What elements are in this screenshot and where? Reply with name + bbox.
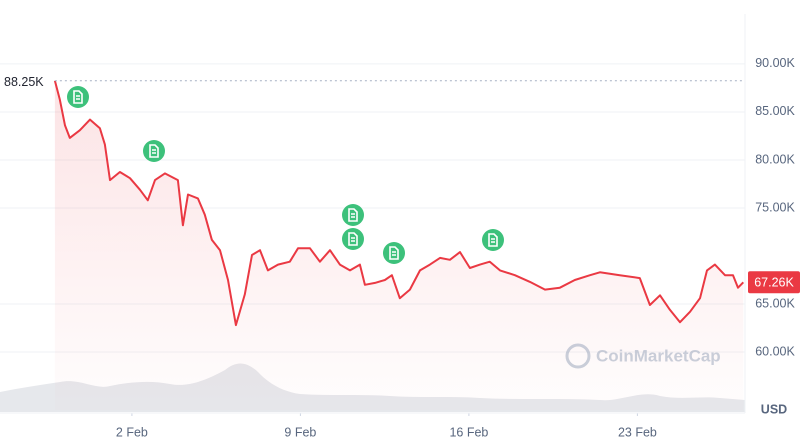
x-tick-label: 23 Feb [618,425,657,439]
x-tick-label: 2 Feb [116,425,148,439]
current-price-tag [748,271,800,294]
plot [53,80,745,410]
news-icon[interactable] [482,229,504,251]
watermark-text: CoinMarketCap [596,346,721,365]
watermark: CoinMarketCap [565,343,721,369]
news-icon[interactable] [383,242,405,264]
start-price-label: 88.25K [4,75,44,89]
price-area [54,80,744,410]
x-tick-label: 9 Feb [284,425,316,439]
y-tick-label: 65.00K [755,296,795,310]
news-icon[interactable] [143,140,165,162]
news-markers [67,86,504,264]
unit-label: USD [761,402,787,416]
price-line [53,80,745,327]
y-tick-label: 80.00K [755,152,795,166]
watermark-logo [565,343,591,369]
current-price-label: 67.26K [754,276,794,290]
news-icon[interactable] [342,228,364,250]
y-tick-label: 85.00K [755,104,795,118]
x-tick-label: 16 Feb [449,425,488,439]
news-icon[interactable] [67,86,89,108]
y-tick-label: 60.00K [755,344,795,358]
y-tick-label: 90.00K [755,56,795,70]
news-icon[interactable] [342,204,364,226]
y-tick-label: 75.00K [755,200,795,214]
